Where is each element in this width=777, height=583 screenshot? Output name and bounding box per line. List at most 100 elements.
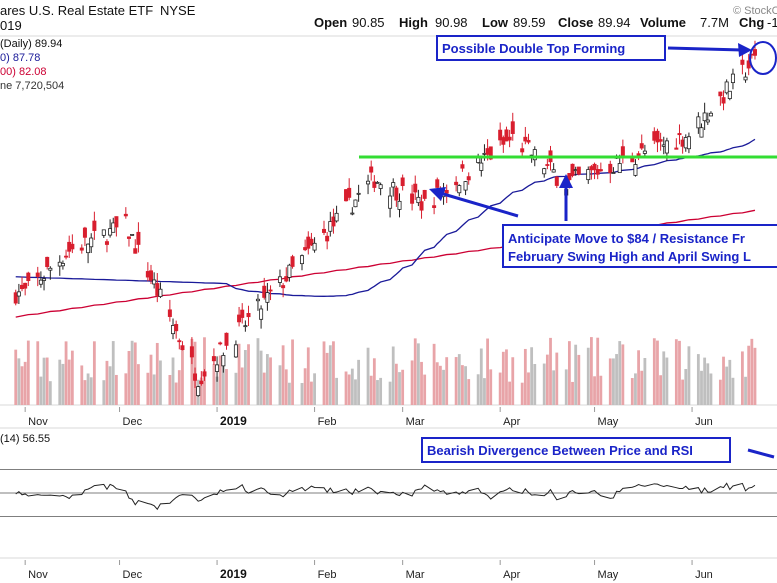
legend-rsi: (14) 56.55	[0, 433, 50, 445]
volume-bar	[388, 381, 392, 405]
candle-body	[290, 256, 295, 267]
etf-title: ares U.S. Real Estate ETF	[0, 3, 153, 18]
volume-bar	[61, 363, 65, 405]
candle-body	[64, 255, 69, 258]
volume-bar	[508, 381, 512, 405]
volume-bar	[586, 347, 590, 405]
candle-body	[394, 187, 399, 201]
volume-bar	[464, 366, 467, 405]
candle-body	[262, 285, 267, 298]
volume-bar	[212, 364, 216, 405]
candle-body	[642, 150, 647, 154]
volume-bar	[325, 352, 329, 405]
volume-bar	[416, 343, 420, 405]
volume-bar	[332, 341, 335, 405]
candle-body	[397, 200, 402, 210]
double-top-callout-box	[436, 35, 666, 61]
volume-bar	[643, 357, 647, 405]
volume-bar	[70, 350, 74, 405]
volume-bar	[571, 381, 574, 405]
rsi-line	[15, 482, 756, 511]
month-label: Mar	[406, 416, 425, 428]
volume-bar	[256, 338, 260, 405]
candle-body	[167, 309, 172, 317]
candle-body	[542, 168, 547, 175]
candle-body	[199, 380, 204, 385]
volume-bar	[747, 345, 751, 405]
candle-body	[196, 386, 201, 397]
volume-bar	[489, 369, 493, 405]
candle-body	[108, 228, 113, 236]
candle-body	[145, 271, 150, 278]
candle-body	[60, 263, 65, 267]
volume-bar	[608, 358, 612, 405]
volume-bar	[102, 380, 106, 405]
volume-bar	[159, 360, 162, 405]
candle-body	[718, 91, 723, 97]
volume-bar	[259, 350, 263, 405]
volume-bar	[105, 360, 109, 405]
candle-body	[576, 166, 581, 175]
candle-body	[334, 212, 339, 222]
volume-bar	[221, 357, 225, 405]
volume-bar	[652, 338, 656, 405]
volume-bar	[111, 341, 115, 405]
candle-body	[545, 164, 550, 166]
month-label: Apr	[503, 569, 520, 581]
candle-body	[104, 241, 109, 245]
candle-body	[633, 164, 638, 176]
candle-body	[86, 243, 91, 254]
volume-bar	[379, 377, 383, 405]
candle-body	[366, 180, 371, 185]
volume-bar	[146, 372, 150, 405]
low-label: Low	[482, 15, 509, 30]
volume-bar	[687, 346, 691, 405]
month-label: 2019	[220, 567, 247, 581]
volume-bar	[656, 340, 659, 405]
candle-body	[309, 238, 314, 246]
candle-body	[67, 241, 72, 252]
double-top-arrowhead	[738, 43, 752, 57]
candle-body	[454, 181, 459, 186]
volume-bar	[58, 359, 62, 405]
candle-body	[312, 242, 317, 251]
volume-bar	[523, 348, 527, 405]
month-label: May	[598, 569, 619, 581]
volume-bar	[114, 374, 118, 405]
volume-bar	[684, 369, 688, 405]
volume-bar	[376, 380, 379, 405]
volume-bar	[630, 378, 634, 405]
candle-body	[344, 189, 349, 202]
candle-body	[586, 169, 591, 181]
candle-body	[82, 227, 87, 238]
volume-bar	[461, 365, 464, 405]
candle-body	[92, 220, 97, 231]
candle-body	[655, 130, 660, 143]
candle-body	[375, 181, 380, 184]
candle-body	[372, 181, 377, 188]
candle-body	[652, 131, 657, 141]
candle-body	[287, 264, 292, 278]
volume-bar	[593, 376, 596, 405]
candle-body	[23, 282, 28, 289]
candle-body	[111, 222, 116, 233]
volume-bar	[709, 373, 713, 405]
candle-body	[331, 216, 336, 227]
candle-body	[114, 216, 119, 228]
candle-body	[277, 276, 282, 283]
candle-body	[189, 346, 194, 358]
volume-bar	[45, 357, 49, 405]
candle-body	[705, 119, 710, 123]
volume-bar	[618, 341, 622, 405]
volume-bar	[511, 357, 515, 405]
volume-bar	[67, 359, 71, 405]
candle-body	[45, 256, 50, 268]
volume-bar	[137, 364, 140, 405]
volume-bar	[335, 377, 338, 405]
candle-body	[661, 144, 666, 147]
volume-bar	[498, 372, 502, 405]
candle-body	[752, 49, 757, 56]
volume-bar	[501, 351, 505, 405]
candle-body	[136, 231, 141, 245]
candle-body	[148, 270, 153, 281]
